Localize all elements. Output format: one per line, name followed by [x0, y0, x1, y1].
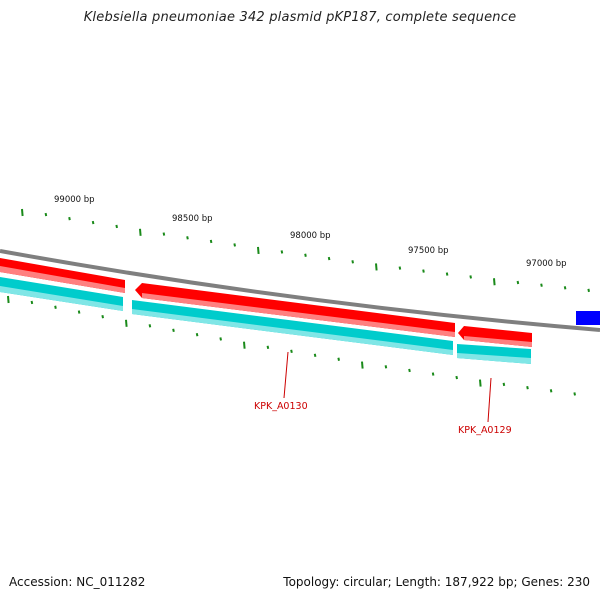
inner-tick: [384, 365, 388, 369]
outer-tick: [469, 275, 472, 279]
accession-text: Accession: NC_011282: [9, 575, 146, 589]
inner-tick: [266, 345, 270, 349]
inner-tick: [408, 368, 411, 373]
gene-cyan-left-highlight: [0, 286, 123, 311]
topology-summary-text: Topology: circular; Length: 187,922 bp; …: [283, 575, 590, 589]
inner-tick: [502, 382, 506, 387]
gene-cyan-main-highlight: [132, 309, 453, 355]
scale-label-97500: 97500 bp: [408, 246, 449, 256]
inner-tick: [479, 379, 482, 387]
outer-tick: [257, 246, 260, 255]
outer-tick: [162, 232, 166, 236]
blue-feature: [576, 311, 600, 325]
inner-tick: [549, 389, 553, 393]
inner-tick: [313, 353, 317, 358]
outer-tick: [68, 216, 71, 221]
inner-tick: [195, 332, 199, 337]
inner-tick: [243, 341, 246, 349]
gene-label-KPK_A0129: KPK_A0129: [458, 425, 512, 436]
outer-tick: [351, 260, 354, 264]
outer-tick: [422, 269, 425, 273]
outer-tick: [209, 239, 213, 244]
gene-cyan-right-highlight: [457, 353, 531, 364]
gene-label-line-KPK_A0130: [283, 351, 289, 399]
gene-red-left-highlight: [0, 266, 125, 293]
outer-tick: [280, 250, 284, 254]
outer-tick: [91, 220, 95, 225]
outer-tick: [375, 263, 378, 271]
outer-tick: [115, 224, 118, 229]
outer-tick: [540, 283, 543, 287]
inner-tick: [101, 315, 104, 319]
inner-tick-marks: [7, 295, 576, 396]
outer-tick: [186, 236, 189, 240]
outer-tick: [139, 228, 142, 236]
scale-label-99000: 99000 bp: [54, 195, 95, 205]
map-title: Klebsiella pneumoniae 342 plasmid pKP187…: [83, 10, 517, 25]
outer-tick: [516, 280, 520, 285]
gene-label-KPK_A0130: KPK_A0130: [254, 401, 308, 412]
scale-label-98000: 98000 bp: [290, 231, 331, 241]
gene-KPK_A0130-highlight: [142, 293, 455, 337]
outer-tick: [44, 212, 48, 217]
outer-tick: [21, 208, 24, 217]
plasmid-backbone: [0, 249, 600, 332]
outer-tick-marks: [21, 208, 590, 293]
inner-tick: [219, 337, 222, 341]
inner-tick: [526, 385, 529, 390]
inner-tick: [431, 372, 435, 376]
inner-tick: [148, 324, 152, 328]
gene-label-line-KPK_A0129: [487, 377, 492, 423]
scale-label-97000: 97000 bp: [526, 259, 567, 269]
outer-tick: [233, 243, 236, 247]
inner-tick: [337, 357, 340, 361]
inner-tick: [361, 361, 364, 369]
inner-tick: [77, 310, 81, 314]
inner-tick: [290, 349, 293, 354]
outer-tick: [563, 286, 567, 290]
inner-tick: [7, 295, 10, 304]
outer-tick: [327, 256, 331, 261]
inner-tick: [125, 319, 128, 327]
outer-tick: [445, 272, 449, 276]
inner-tick: [455, 375, 458, 380]
scale-label-98500: 98500 bp: [172, 214, 213, 224]
gene-KPK_A0129-highlight: [464, 336, 532, 347]
outer-tick: [304, 253, 307, 257]
outer-tick: [587, 288, 590, 293]
outer-tick: [398, 266, 402, 270]
inner-tick: [30, 300, 34, 305]
inner-tick: [172, 328, 175, 332]
inner-tick: [54, 305, 57, 309]
inner-tick: [573, 392, 576, 396]
outer-tick: [493, 278, 496, 286]
